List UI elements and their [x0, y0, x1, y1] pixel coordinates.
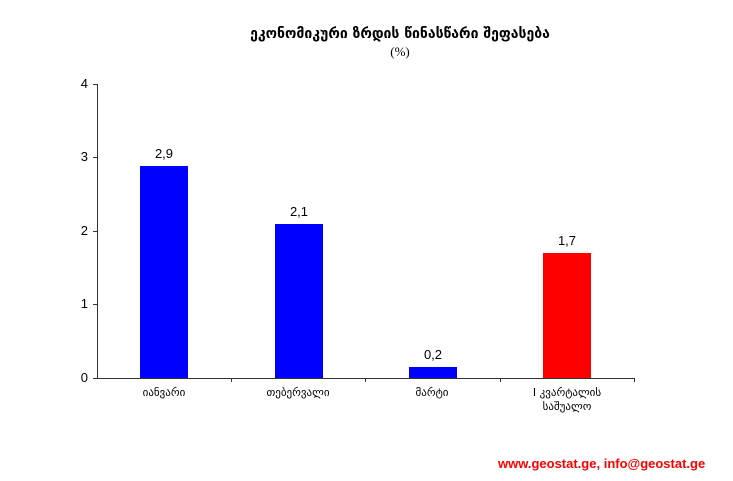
y-tick-label: 2 [80, 223, 88, 238]
x-tick [634, 378, 635, 382]
bar-q1-average [543, 253, 591, 378]
value-label: 1,7 [557, 233, 577, 248]
category-label: I კვარტალის საშუალო [532, 386, 602, 413]
y-axis [97, 84, 98, 379]
value-label: 2,9 [154, 146, 174, 161]
y-tick [93, 157, 97, 158]
y-tick [93, 304, 97, 305]
value-label: 0,2 [423, 347, 443, 362]
y-tick [93, 378, 97, 379]
category-label: თებერვალი [266, 386, 330, 399]
x-tick [231, 378, 232, 382]
y-tick [93, 84, 97, 85]
value-label: 2,1 [289, 204, 309, 219]
y-tick-label: 1 [80, 296, 88, 311]
bar-february [275, 224, 323, 378]
category-label: იანვარი [142, 386, 186, 399]
x-tick [500, 378, 501, 382]
chart-title: ეკონომიკური ზრდის წინასწარი შეფასება [250, 26, 550, 42]
bar-march [409, 367, 457, 378]
footer-link[interactable]: www.geostat.ge, info@geostat.ge [498, 456, 706, 471]
x-tick [365, 378, 366, 382]
y-tick [93, 231, 97, 232]
category-label: მარტი [415, 386, 449, 399]
y-tick-label: 0 [80, 370, 88, 385]
y-tick-label: 4 [80, 76, 88, 91]
bar-january [140, 166, 188, 378]
y-tick-label: 3 [80, 149, 88, 164]
chart-subtitle: (%) [390, 44, 410, 59]
